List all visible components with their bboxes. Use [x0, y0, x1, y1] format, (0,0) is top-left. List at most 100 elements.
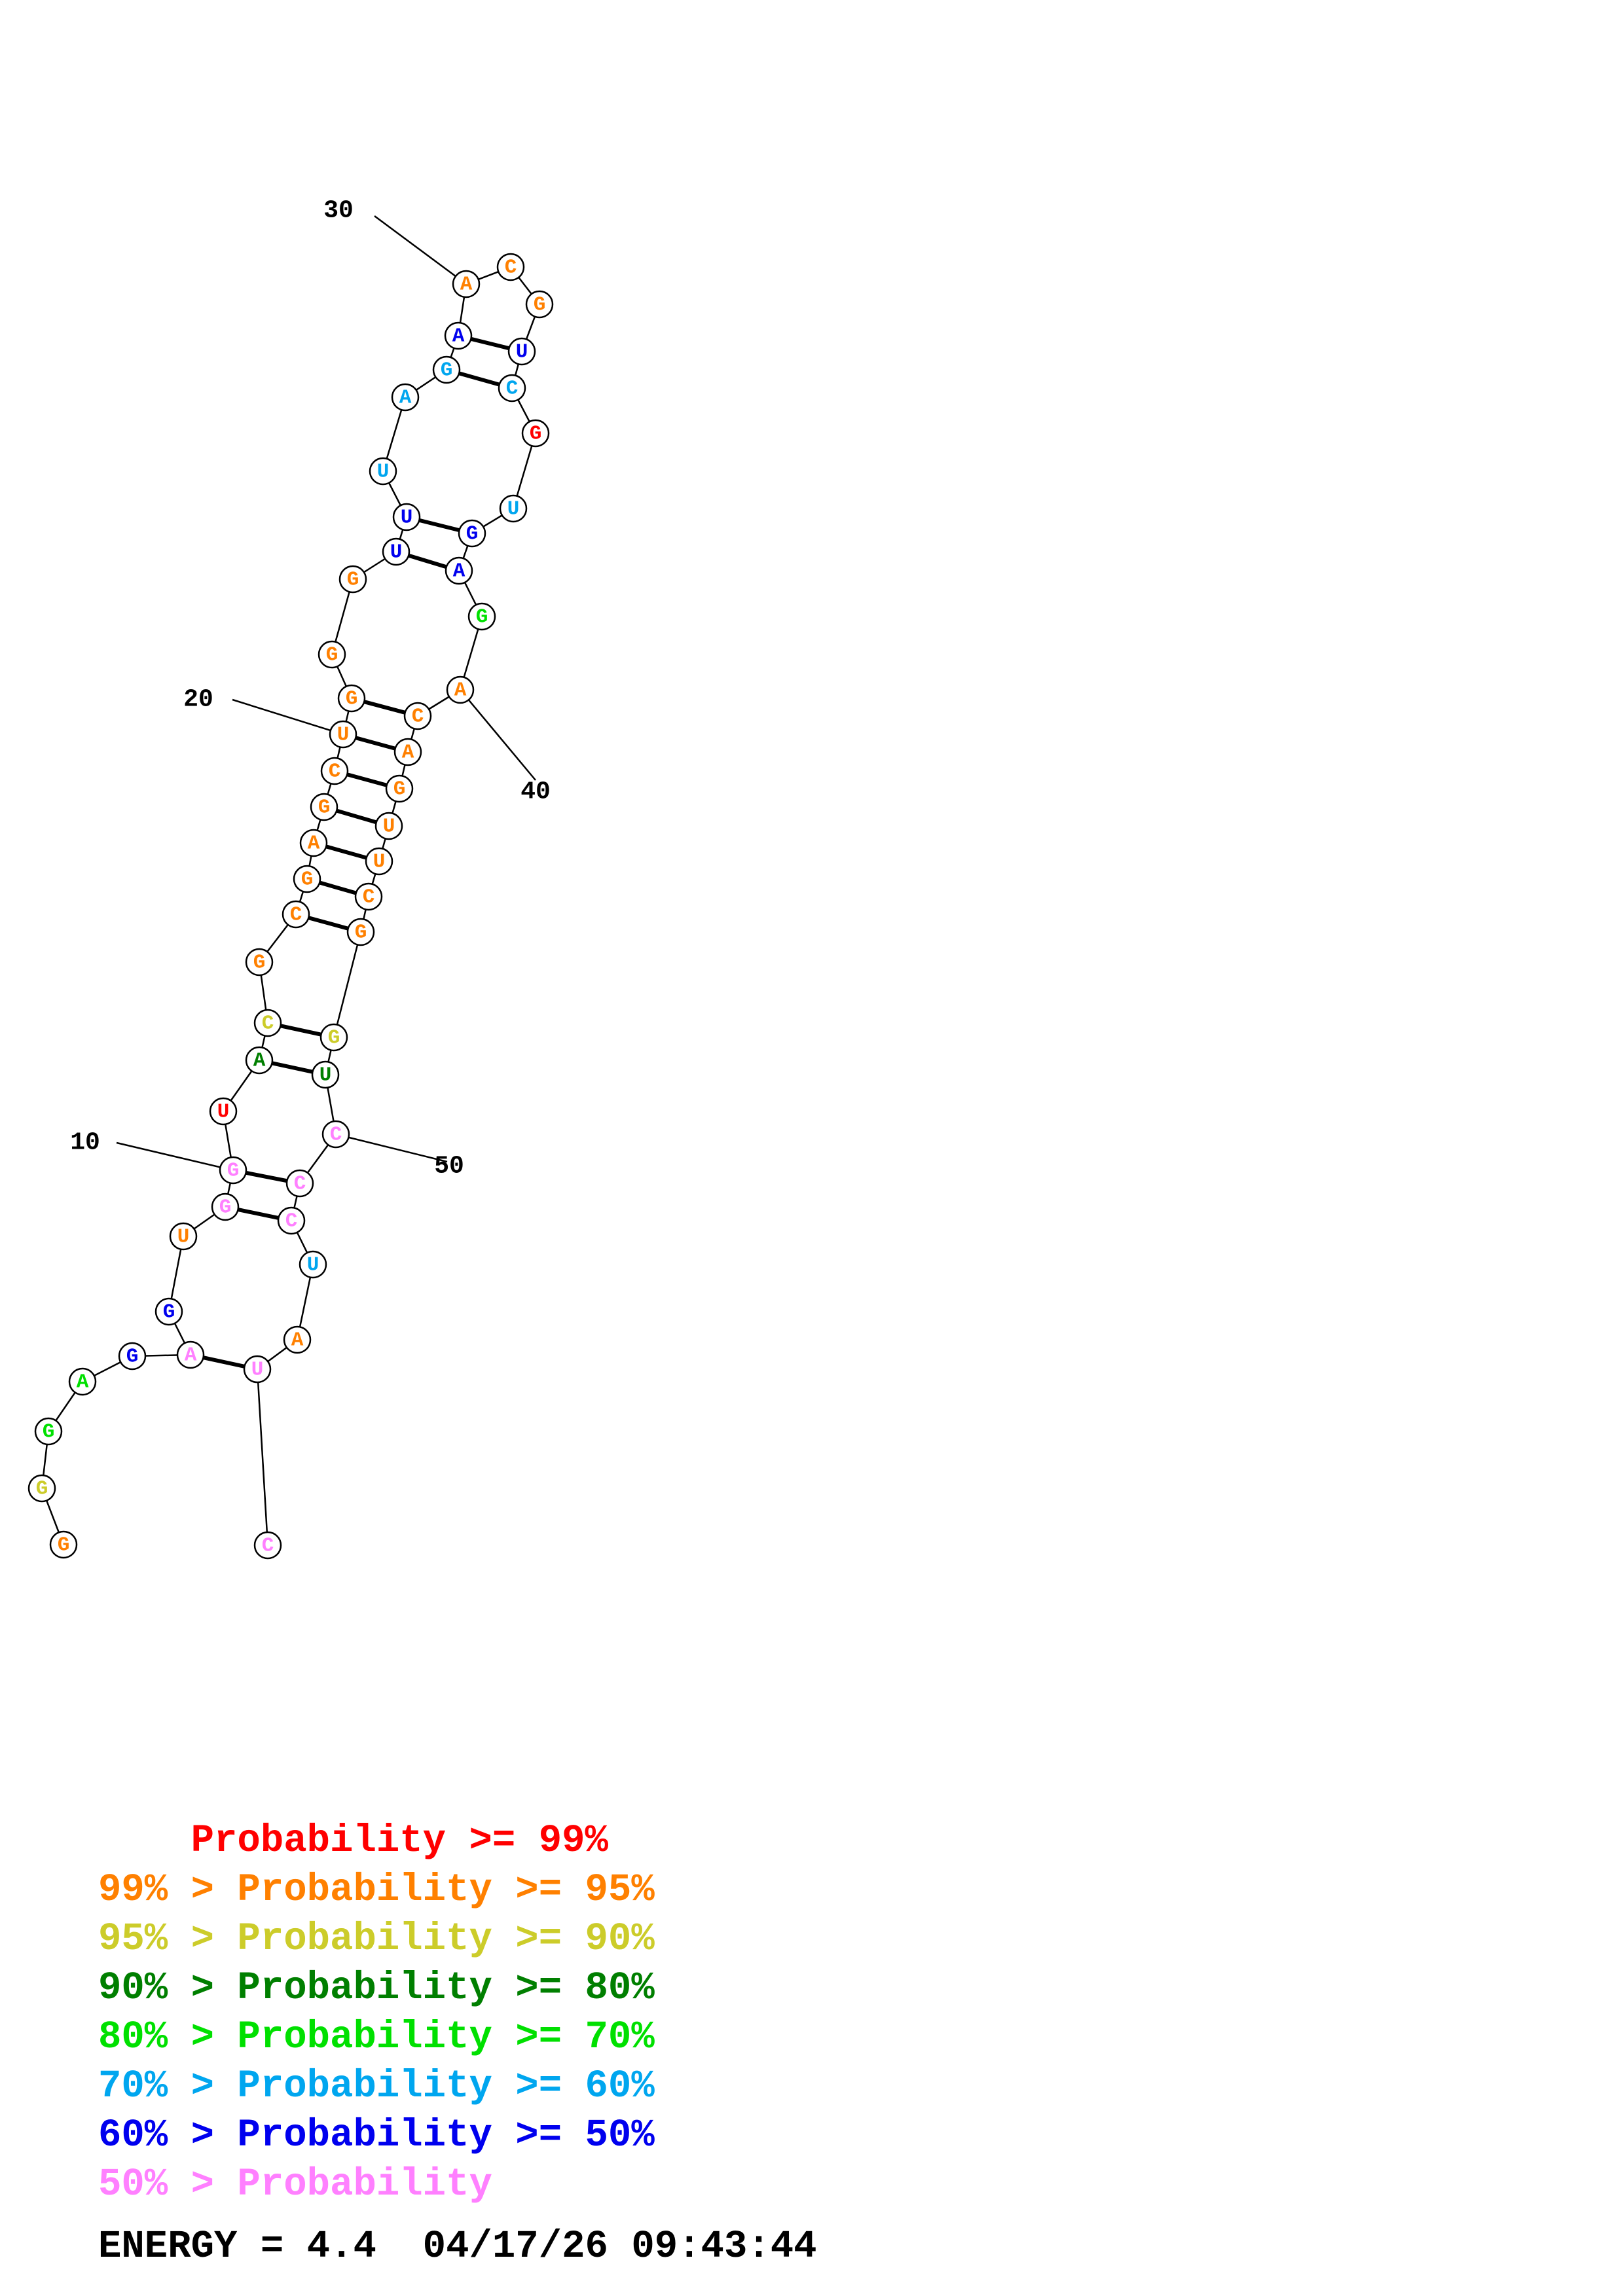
position-label-layer: 10 20 30 40 50	[70, 197, 551, 1181]
nucleotide-base: C	[330, 1124, 342, 1147]
nucleotide: A	[444, 321, 473, 350]
nucleotide-circle	[253, 1009, 282, 1037]
nucleotide-circle	[320, 757, 349, 785]
nucleotide: U	[209, 1097, 238, 1126]
nucleotide: G	[27, 1474, 56, 1503]
nucleotide: C	[253, 1009, 282, 1037]
nucleotide-base: G	[219, 1196, 232, 1219]
nucleotide-base: U	[390, 541, 403, 564]
nucleotide-circle	[155, 1297, 183, 1326]
base-pair-bond	[319, 880, 357, 895]
nucleotide-circle	[27, 1474, 56, 1503]
nucleotide-base: C	[505, 257, 517, 279]
nucleotide-base: G	[393, 778, 406, 801]
nucleotide-circle	[458, 519, 486, 548]
nucleotide-circle	[496, 253, 525, 281]
base-pair-bond	[470, 336, 510, 351]
nucleotide-base: A	[460, 274, 473, 296]
nucleotide-base: G	[466, 523, 479, 546]
nucleotide: A	[445, 556, 473, 585]
base-pair-bond	[202, 1355, 246, 1369]
nucleotide-circle	[337, 684, 366, 713]
nucleotide-circle	[338, 565, 367, 594]
nucleotide: G	[34, 1417, 63, 1446]
position-label: 10	[70, 1129, 100, 1157]
nucleotide-circle	[354, 882, 383, 911]
backbone-link	[256, 1369, 269, 1546]
nucleotide-circle	[391, 383, 420, 412]
nucleotide: C	[354, 882, 383, 911]
nucleotide-circle	[299, 1250, 327, 1279]
nucleotide: G	[155, 1297, 183, 1326]
nucleotide: U	[392, 503, 421, 531]
nucleotide: G	[525, 290, 554, 319]
nucleotide-circle	[452, 270, 481, 298]
position-label: 20	[183, 686, 213, 714]
base-pair-bond	[280, 1024, 322, 1037]
nucleotide-circle	[498, 374, 526, 403]
base-pair-bond	[408, 553, 447, 569]
nucleotide-base: C	[262, 1013, 274, 1035]
base-pair-layer	[202, 336, 510, 1369]
nucleotide: G	[118, 1342, 147, 1371]
nucleotide-base: G	[326, 644, 338, 667]
base-pair-bond	[346, 772, 388, 787]
nucleotide: G	[338, 565, 367, 594]
nucleotide-circle	[282, 900, 310, 929]
nucleotide-base: G	[355, 922, 367, 944]
position-tick	[374, 215, 467, 285]
nucleotide-circle	[329, 720, 357, 749]
nucleotide-base: G	[347, 569, 359, 592]
nucleotide-circle	[392, 503, 421, 531]
energy-and-timestamp: ENERGY = 4.4 04/17/26 09:43:44	[98, 2225, 817, 2269]
nucleotide-base: G	[328, 1027, 340, 1050]
nucleotide-base: A	[185, 1344, 197, 1367]
nucleotide-base: G	[126, 1346, 139, 1369]
nucleotide: C	[282, 900, 310, 929]
nucleotide-circle	[446, 675, 475, 704]
nucleotide-base: C	[363, 886, 375, 909]
nucleotide: A	[176, 1340, 205, 1369]
nucleotide: A	[391, 383, 420, 412]
nucleotide: U	[507, 337, 536, 366]
nucleotide-circle	[445, 556, 473, 585]
nucleotide-base: C	[506, 378, 519, 401]
nucleotide: G	[219, 1156, 247, 1185]
nucleotide: A	[452, 270, 481, 298]
legend-line-8: 50% > Probability	[98, 2162, 492, 2206]
nucleotide-circle	[299, 829, 328, 857]
nucleotide-circle	[176, 1340, 205, 1369]
nucleotide-base: G	[163, 1301, 175, 1324]
nucleotide-circle	[318, 640, 346, 669]
backbone-link	[333, 931, 362, 1038]
nucleotide-circle	[311, 1060, 340, 1089]
nucleotide: U	[299, 1250, 327, 1279]
nucleotide-base: C	[285, 1210, 298, 1233]
nucleotide-circle	[283, 1325, 312, 1354]
nucleotide-base: G	[253, 952, 266, 975]
nucleotide-circle	[432, 355, 461, 384]
nucleotide-base: G	[43, 1421, 55, 1444]
nucleotide: A	[68, 1367, 97, 1396]
nucleotide-circle	[385, 774, 414, 803]
nucleotide-base: A	[402, 742, 414, 764]
position-label: 30	[323, 197, 354, 225]
nucleotide: A	[299, 829, 328, 857]
nucleotide-circle	[403, 702, 432, 730]
nucleotide-base: A	[77, 1371, 89, 1394]
nucleotide-base: G	[346, 688, 358, 711]
nucleotide-base: G	[476, 606, 488, 629]
nucleotide: U	[311, 1060, 340, 1089]
nucleotide: G	[319, 1023, 348, 1052]
nucleotide-base: A	[399, 387, 412, 410]
nucleotide-base: U	[383, 816, 395, 838]
nucleotide-base: G	[58, 1534, 70, 1557]
nucleotide: G	[49, 1530, 78, 1559]
nucleotide-circle	[277, 1206, 306, 1235]
base-pair-bond	[325, 844, 367, 860]
nucleotide-circle	[467, 602, 496, 631]
nucleotide-base: A	[291, 1329, 304, 1352]
nucleotide-circle	[211, 1193, 240, 1221]
